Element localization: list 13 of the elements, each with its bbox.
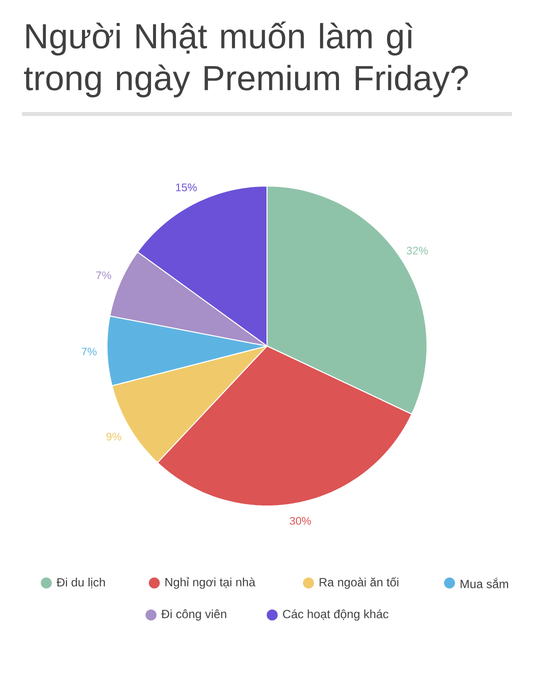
legend-label: Mua sắm xyxy=(460,578,508,588)
data-label: 15% xyxy=(176,184,197,192)
legend-label: Đi du lịch xyxy=(56,578,105,588)
data-label: 9% xyxy=(106,432,122,440)
data-label: 7% xyxy=(82,348,97,356)
chart-title: Người Nhật muốn làm gì trong ngày Premium Friday? xyxy=(24,22,468,98)
data-label: 30% xyxy=(290,516,311,525)
legend-label: Nghỉ ngơi tại nhà xyxy=(165,577,256,589)
legend-label: Các hoạt động khác xyxy=(283,609,388,621)
data-label: 32% xyxy=(406,246,428,254)
legend-label: Đi công viên xyxy=(161,609,226,621)
legend-label: Ra ngoài ăn tối xyxy=(320,577,398,589)
data-label: 7% xyxy=(96,271,112,280)
